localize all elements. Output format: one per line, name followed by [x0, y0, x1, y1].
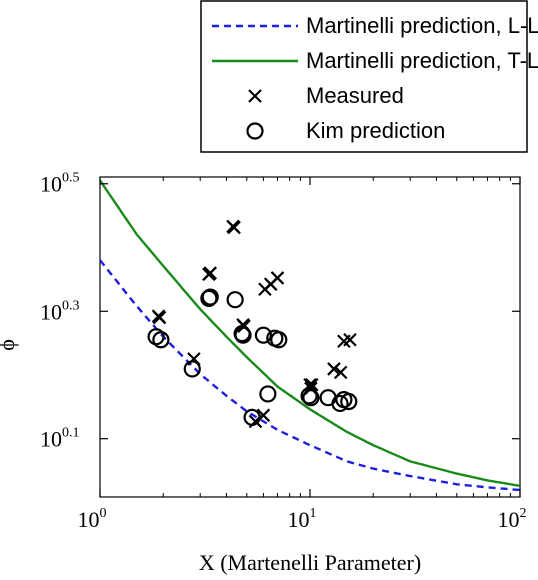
- kim-prediction-point: [259, 385, 277, 403]
- kim-prediction-point: [302, 389, 320, 407]
- x-axis-label: X (Martenelli Parameter): [199, 550, 421, 575]
- y-axis-label: ϕ: [0, 339, 19, 351]
- y-tick-label: 100.3: [40, 298, 80, 324]
- measured-point: [152, 310, 167, 325]
- x-tick-label: 100: [78, 506, 107, 532]
- kim-prediction-point: [234, 326, 252, 344]
- measured-point: [270, 271, 285, 285]
- legend-swatch: [248, 89, 262, 103]
- kim-prediction-point: [300, 387, 318, 405]
- legend-entry-2: Measured: [248, 83, 404, 108]
- plot-frame: [99, 176, 521, 498]
- kim-prediction-point: [254, 326, 273, 344]
- x-tick-label: 101: [288, 506, 317, 532]
- kim-prediction-point: [331, 394, 349, 413]
- kim-prediction-point: [226, 291, 244, 309]
- measured-point: [327, 362, 341, 376]
- kim-prediction-point: [152, 331, 170, 349]
- kim-prediction-point: [243, 408, 261, 426]
- kim-prediction-point: [201, 288, 219, 306]
- y-tick-label: 100.1: [40, 426, 80, 452]
- series-line-1: [100, 179, 520, 487]
- legend-label: Measured: [306, 83, 404, 108]
- legend-entry-1: Martinelli prediction, T-L: [212, 48, 538, 73]
- kim-prediction-point: [200, 289, 218, 307]
- legend-box: [200, 0, 528, 153]
- measured-point: [203, 266, 218, 280]
- plot-area: 100 101 102 100.1 100.3 100.5: [40, 171, 527, 532]
- kim-prediction-point: [270, 331, 288, 349]
- legend-swatch: [246, 122, 264, 140]
- legend: Martinelli prediction, L-L Martinelli pre…: [200, 0, 538, 153]
- legend-label: Kim prediction: [306, 118, 445, 143]
- legend-entry-0: Martinelli prediction, L-L: [212, 13, 538, 38]
- legend-label: Martinelli prediction, T-L: [306, 48, 538, 73]
- legend-label: Martinelli prediction, L-L: [306, 13, 538, 38]
- kim-prediction-point: [340, 392, 358, 411]
- measured-point: [227, 220, 241, 235]
- measured-point: [333, 365, 348, 380]
- legend-entry-3: Kim prediction: [246, 118, 445, 143]
- y-tick-label: 100.5: [40, 171, 80, 197]
- x-tick-label: 102: [498, 506, 527, 532]
- measured-point: [343, 332, 357, 347]
- kim-prediction-point: [183, 360, 201, 378]
- series-line-0: [100, 259, 520, 492]
